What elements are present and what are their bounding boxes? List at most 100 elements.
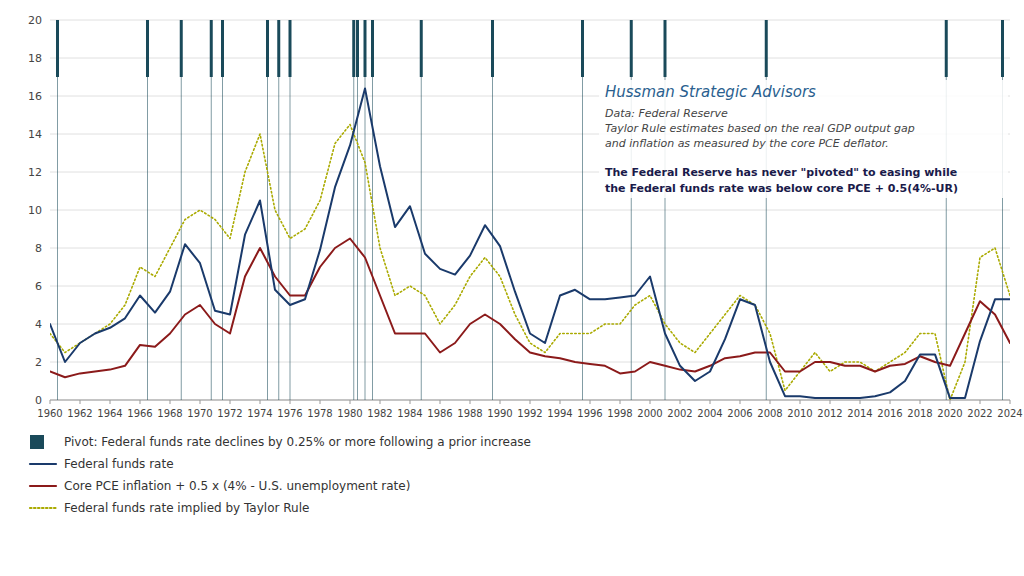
pivot-line <box>946 20 947 400</box>
x-tick-label: 1978 <box>307 408 332 419</box>
x-tick-label: 2008 <box>757 408 782 419</box>
plot-area <box>50 20 1010 400</box>
x-tick <box>920 400 921 404</box>
pivot-bar <box>221 20 224 77</box>
legend-label: Federal funds rate implied by Taylor Rul… <box>64 501 309 515</box>
series-line <box>50 88 1010 398</box>
pivot-bar <box>664 20 667 77</box>
legend-label: Core PCE inflation + 0.5 x (4% - U.S. un… <box>64 479 410 493</box>
x-tick <box>230 400 231 404</box>
y-tick-label: 14 <box>28 128 42 141</box>
y-grid: 02468101214161820 <box>28 14 1010 407</box>
x-tick-label: 1964 <box>97 408 122 419</box>
y-tick-label: 6 <box>35 280 42 293</box>
chart: 0246810121416182019601962196419661968197… <box>0 0 1024 576</box>
x-tick-label: 1996 <box>577 408 602 419</box>
legend-swatch <box>30 485 56 487</box>
x-tick-label: 2018 <box>907 408 932 419</box>
x-tick-label: 1986 <box>427 408 452 419</box>
x-tick <box>410 400 411 404</box>
pivot-bar <box>356 20 359 77</box>
x-tick <box>710 400 711 404</box>
grid-line <box>50 248 1010 249</box>
x-tick-label: 2004 <box>697 408 722 419</box>
x-tick-label: 2016 <box>877 408 902 419</box>
pivot-bar <box>277 20 280 77</box>
pivot-bar <box>945 20 948 77</box>
x-tick <box>980 400 981 404</box>
x-tick-label: 1982 <box>367 408 392 419</box>
legend-label: Federal funds rate <box>64 457 174 471</box>
series-line <box>50 239 1010 378</box>
x-tick-label: 2010 <box>787 408 812 419</box>
y-tick-label: 10 <box>28 204 42 217</box>
pivot-line <box>147 20 148 400</box>
x-tick-label: 1992 <box>517 408 542 419</box>
x-tick-label: 1990 <box>487 408 512 419</box>
pivot-line <box>365 20 366 400</box>
y-tick-label: 16 <box>28 90 42 103</box>
grid-line <box>50 58 1010 59</box>
pivot-line <box>267 20 268 400</box>
x-tick <box>80 400 81 404</box>
grid-line <box>50 20 1010 21</box>
y-tick-label: 0 <box>35 394 42 407</box>
x-tick-label: 1960 <box>37 408 62 419</box>
pivot-bar <box>266 20 269 77</box>
annotation: The Federal Reserve has never "pivoted" … <box>605 166 957 179</box>
grid-line <box>50 324 1010 325</box>
x-tick-label: 1962 <box>67 408 92 419</box>
legend-label: Pivot: Federal funds rate declines by 0.… <box>64 435 531 449</box>
pivot-bar <box>364 20 367 77</box>
x-tick-label: 1966 <box>127 408 152 419</box>
x-tick <box>320 400 321 404</box>
x-tick <box>560 400 561 404</box>
pivot-bar <box>420 20 423 77</box>
x-tick-label: 1972 <box>217 408 242 419</box>
y-tick-label: 2 <box>35 356 42 369</box>
x-tick-label: 1994 <box>547 408 572 419</box>
pivot-bar <box>630 20 633 77</box>
pivot-line <box>492 20 493 400</box>
x-tick-label: 2024 <box>997 408 1022 419</box>
grid-line <box>50 210 1010 211</box>
x-tick-label: 2006 <box>727 408 752 419</box>
grid-line <box>50 362 1010 363</box>
x-tick <box>800 400 801 404</box>
pivot-line <box>290 20 291 400</box>
pivot-line <box>1002 20 1003 400</box>
pivot-bar <box>352 20 355 77</box>
subtitle: and inflation as measured by the core PC… <box>605 137 889 150</box>
x-tick-label: 1976 <box>277 408 302 419</box>
pivot-line <box>278 20 279 400</box>
pivot-line <box>582 20 583 400</box>
pivot-bar <box>491 20 494 77</box>
pivot-line <box>357 20 358 400</box>
x-tick-label: 1998 <box>607 408 632 419</box>
x-tick <box>260 400 261 404</box>
x-tick <box>830 400 831 404</box>
x-tick <box>890 400 891 404</box>
x-tick <box>500 400 501 404</box>
pivot-bar <box>581 20 584 77</box>
x-tick-label: 1974 <box>247 408 272 419</box>
series-line <box>50 125 1010 401</box>
x-tick <box>170 400 171 404</box>
x-tick <box>380 400 381 404</box>
pivot-line <box>222 20 223 400</box>
x-tick-label: 2020 <box>937 408 962 419</box>
x-tick <box>200 400 201 404</box>
x-tick <box>1010 400 1011 404</box>
y-tick-label: 20 <box>28 14 42 27</box>
x-tick <box>440 400 441 404</box>
pivot-line <box>665 20 666 400</box>
x-tick-label: 1988 <box>457 408 482 419</box>
legend-swatch <box>30 435 44 449</box>
legend: Pivot: Federal funds rate declines by 0.… <box>30 435 531 515</box>
pivot-bar <box>210 20 213 77</box>
subtitle: Taylor Rule estimates based on the real … <box>605 122 915 135</box>
y-tick-label: 4 <box>35 318 42 331</box>
x-tick-label: 1968 <box>157 408 182 419</box>
x-tick <box>350 400 351 404</box>
x-tick <box>530 400 531 404</box>
